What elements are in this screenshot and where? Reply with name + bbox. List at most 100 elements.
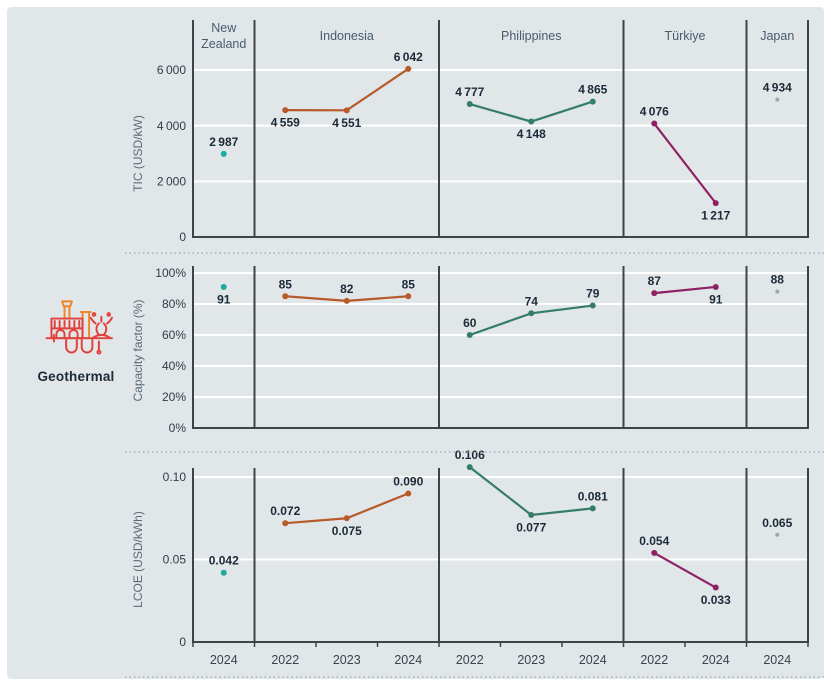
- ytick-label: 0: [179, 230, 186, 244]
- data-label: 0.106: [455, 448, 485, 462]
- country-header: New: [211, 21, 237, 35]
- data-label: 1 217: [701, 209, 730, 223]
- data-point: [343, 297, 350, 304]
- data-point: [466, 464, 473, 471]
- data-point: [220, 569, 227, 576]
- data-point: [589, 302, 596, 309]
- data-label: 91: [709, 292, 723, 306]
- data-point: [220, 150, 227, 157]
- data-label: 4 934: [763, 81, 792, 95]
- ytick-label: 2 000: [157, 175, 186, 189]
- ytick-label: 80%: [162, 297, 186, 311]
- data-label: 60: [463, 316, 477, 330]
- ytick-label: 0: [179, 635, 186, 649]
- ytick-label: 4 000: [157, 119, 186, 133]
- year-label: 2022: [456, 653, 484, 667]
- data-label: 82: [340, 282, 354, 296]
- data-label: 74: [525, 294, 539, 308]
- panel-row-capacity-factor: 100% 80% 60% 40% 20% 0% Capacity factor (%) 91 8…: [131, 266, 809, 435]
- data-label: 88: [771, 273, 785, 287]
- data-label: 0.075: [332, 524, 362, 538]
- data-point: [282, 520, 289, 527]
- data-point: [343, 515, 350, 522]
- data-label: 4 865: [578, 83, 607, 97]
- geothermal-plant-icon: [45, 300, 113, 355]
- year-label: 2024: [579, 653, 607, 667]
- data-label: 0.090: [393, 475, 423, 489]
- data-point: [466, 101, 473, 108]
- data-label: 85: [279, 277, 293, 291]
- data-label: 4 559: [271, 116, 300, 130]
- year-label: 2024: [210, 653, 238, 667]
- data-label: 4 148: [517, 127, 546, 141]
- year-label: 2022: [640, 653, 668, 667]
- data-point: [405, 490, 412, 497]
- data-point: [712, 283, 719, 290]
- data-point: [651, 549, 658, 556]
- data-point: [343, 107, 350, 114]
- ytick-label: 0.05: [163, 553, 187, 567]
- data-point: [589, 505, 596, 512]
- country-header: Philippines: [501, 29, 561, 43]
- figure-background: [7, 7, 824, 679]
- series-line: [653, 122, 717, 204]
- data-label: 0.072: [270, 504, 300, 518]
- data-label: 4 551: [332, 116, 361, 130]
- y-axis-title: TIC (USD/kW): [131, 115, 145, 192]
- data-label: 0.033: [701, 593, 731, 607]
- panel-row-tic: 6 000 4 000 2 000 0 TIC (USD/kW) 2 987 4 559 4 …: [131, 20, 809, 244]
- country-header: Türkiye: [665, 29, 706, 43]
- country-header: Zealand: [201, 37, 246, 51]
- country-header: Japan: [760, 29, 794, 43]
- panel-row-lcoe: 0.10 0.05 0 LCOE (USD/kWh) 0.042 0.072 0.075 0.…: [131, 448, 809, 667]
- y-axis-title: Capacity factor (%): [131, 299, 145, 401]
- ytick-label: 0.10: [163, 470, 187, 484]
- data-point: [651, 290, 658, 297]
- year-label: 2024: [702, 653, 730, 667]
- ytick-label: 6 000: [157, 63, 186, 77]
- data-label: 79: [586, 287, 600, 301]
- technology-block: Geothermal: [28, 294, 124, 384]
- data-label: 87: [648, 274, 662, 288]
- data-label: 4 076: [640, 105, 669, 119]
- year-label: 2024: [763, 653, 791, 667]
- data-point: [220, 283, 227, 290]
- data-point: [282, 107, 289, 114]
- data-label: 85: [402, 277, 416, 291]
- data-label: 0.065: [762, 516, 792, 530]
- data-point: [651, 120, 658, 127]
- data-label: 0.077: [516, 520, 546, 534]
- technology-label: Geothermal: [37, 369, 115, 384]
- data-point: [775, 97, 780, 102]
- ytick-label: 20%: [162, 390, 186, 404]
- country-header: Indonesia: [320, 29, 374, 43]
- data-point: [405, 65, 412, 72]
- y-axis-title: LCOE (USD/kWh): [131, 511, 145, 608]
- data-label: 4 777: [455, 85, 484, 99]
- ytick-label: 100%: [155, 266, 186, 280]
- data-point: [712, 200, 719, 207]
- data-point: [528, 118, 535, 125]
- data-label: 0.042: [209, 554, 239, 568]
- data-point: [775, 532, 780, 537]
- data-point: [466, 332, 473, 338]
- data-label: 91: [217, 292, 231, 306]
- data-point: [712, 584, 719, 591]
- series-line: [653, 551, 717, 589]
- data-point: [528, 511, 535, 518]
- data-point: [775, 289, 780, 294]
- data-label: 2 987: [209, 135, 238, 149]
- data-label: 0.054: [639, 534, 669, 548]
- data-label: 0.081: [578, 489, 608, 503]
- data-point: [589, 98, 596, 105]
- year-label: 2023: [333, 653, 361, 667]
- series-line: [654, 285, 716, 295]
- ytick-label: 0%: [169, 421, 187, 435]
- data-point: [528, 310, 535, 317]
- year-label: 2022: [271, 653, 299, 667]
- data-point: [282, 293, 289, 300]
- data-point: [405, 293, 412, 300]
- ytick-label: 60%: [162, 328, 186, 342]
